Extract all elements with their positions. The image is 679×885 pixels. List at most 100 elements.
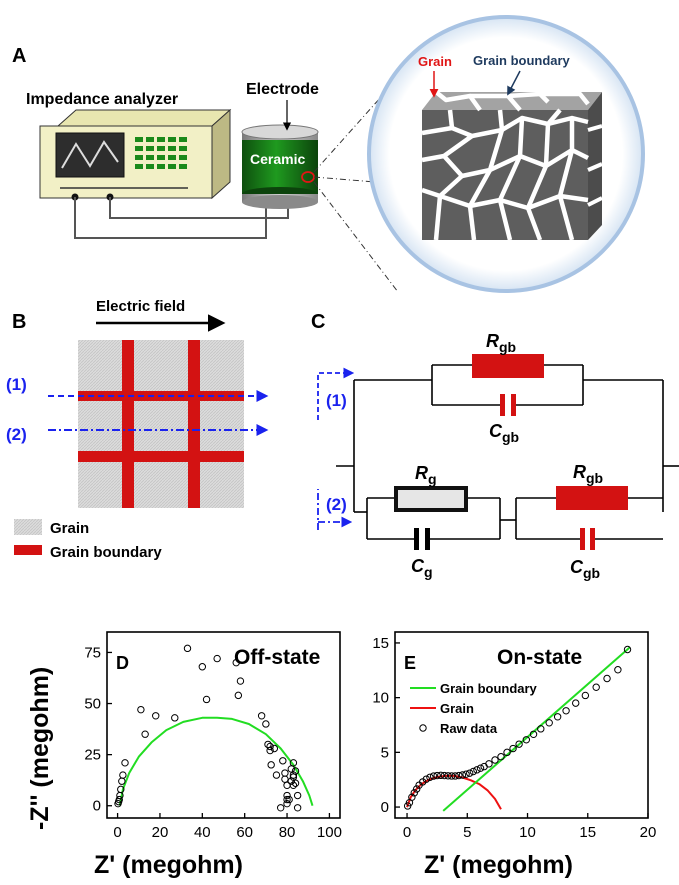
rgb1-symbol: R	[486, 331, 499, 351]
panel-letter-d: D	[116, 653, 129, 673]
chart-e-data-point	[503, 748, 511, 757]
chart-e-data-point	[429, 772, 438, 780]
chart-e-data-point	[410, 789, 418, 797]
chart-e-data-point	[422, 775, 431, 783]
chart-e-data-point	[451, 772, 459, 780]
chart-d: D Off-state 0 20 40 60 80 100 0 25 50 75 Z' (mego…	[26, 631, 342, 879]
chart-e-ytick-label: 10	[372, 690, 389, 707]
chart-d-data-point	[267, 761, 275, 769]
panel-letter-a: A	[12, 45, 26, 67]
chart-e-data-point	[522, 736, 531, 744]
chart-e-xtick-label: 10	[519, 824, 536, 841]
chart-e-data-point	[476, 764, 485, 772]
chart-d-xtick-label: 80	[279, 824, 296, 841]
chart-e-data-point	[485, 760, 493, 768]
chart-e-data-point	[440, 771, 449, 780]
capacitor-g	[414, 528, 419, 550]
chart-e-data-point	[537, 725, 545, 733]
plot-frame-e	[394, 631, 649, 819]
chart-e-data-point	[603, 674, 611, 683]
chart-d-title: Off-state	[234, 646, 320, 669]
chart-e-xlabel: Z' (megohm)	[424, 851, 573, 879]
chart-d-data-point	[293, 804, 302, 812]
circuit-path-1-label: (1)	[326, 391, 347, 410]
svg-text:Rgb: Rgb	[486, 331, 516, 355]
chart-e-title: On-state	[497, 646, 582, 669]
panel-a: A Impedance analyzer	[12, 15, 645, 293]
chart-d-data-point	[198, 663, 207, 671]
grain-boundary-label: Grain boundary	[473, 53, 571, 68]
chart-d-data-point	[117, 785, 125, 794]
chart-e-data-point	[572, 699, 580, 707]
chart-e-data-point	[497, 753, 505, 761]
svg-text:Cgb: Cgb	[570, 557, 600, 581]
legend-label-gb: Grain boundary	[440, 681, 538, 696]
chart-e-data-point	[437, 771, 445, 780]
cgb1-symbol: C	[489, 421, 503, 441]
chart-e-data-point	[581, 691, 590, 700]
capacitor-gb-2	[580, 528, 585, 550]
chart-d-data-point	[281, 775, 289, 783]
chart-d-series-line-1	[118, 716, 314, 806]
circuit-path-2-label: (2)	[326, 495, 347, 514]
chart-e-xtick-label: 15	[579, 824, 596, 841]
chart-d-xtick-label: 20	[152, 824, 169, 841]
chart-e-data-point	[491, 756, 499, 764]
chart-e-data-point	[444, 772, 452, 780]
chart-d-data-point	[291, 779, 300, 787]
chart-d-data-point	[289, 781, 298, 789]
resistor-g	[394, 486, 468, 512]
cgb2-sub: gb	[583, 565, 600, 581]
chart-e-data-point	[562, 707, 570, 715]
waveform-icon	[61, 140, 119, 169]
chart-e-data-point	[412, 785, 421, 793]
grain-structure-magnifier: Grain Grain boundary	[367, 15, 645, 293]
cgb1-sub: gb	[502, 429, 519, 445]
chart-d-ytick-label: 50	[84, 696, 101, 713]
chart-e-data-point	[614, 666, 622, 674]
circuit-path-indicators	[317, 367, 355, 530]
chart-d-data-point	[266, 746, 274, 755]
ceramic-sample-icon: Ceramic	[241, 124, 319, 209]
impedance-analyzer-device	[39, 108, 232, 201]
chart-e-data-point	[592, 683, 600, 691]
electrode-label: Electrode	[246, 81, 319, 98]
legend-label-grain: Grain	[440, 701, 474, 716]
rgb2-sub: gb	[586, 470, 603, 486]
chart-e-data-point	[426, 773, 434, 781]
chart-d-data-point	[171, 714, 179, 722]
resistor-gb-1	[472, 354, 544, 378]
capacitor-gb-1	[500, 394, 505, 416]
chart-d-data-point	[279, 757, 287, 765]
chart-e-data-point	[623, 645, 632, 654]
chart-e: E On-state 0 5 10 15 20 0 5 10 15 Grain boundary…	[372, 631, 656, 879]
svg-text:Rgb: Rgb	[573, 462, 603, 486]
chart-d-xlabel: Z' (megohm)	[94, 851, 243, 879]
chart-d-xtick-label: 0	[113, 824, 121, 841]
rg-symbol: R	[415, 463, 428, 483]
chart-d-data-point	[293, 791, 302, 800]
chart-e-series-line-2	[442, 646, 631, 812]
chart-d-ytick-label: 75	[84, 644, 101, 661]
chart-d-ytick-label: 25	[84, 747, 101, 764]
panel-letter-c: C	[311, 311, 325, 333]
chart-d-data-point	[137, 705, 145, 714]
chart-d-data-point	[115, 795, 123, 804]
chart-e-ytick-label: 5	[381, 744, 389, 761]
chart-e-legend: Grain boundary Grain Raw data	[410, 681, 538, 736]
chart-e-data-point	[462, 770, 470, 778]
cgb2-symbol: C	[570, 557, 584, 577]
chart-d-data-point	[272, 771, 281, 779]
chart-e-xtick-label: 0	[403, 824, 411, 841]
panel-letter-e: E	[404, 653, 416, 673]
chart-d-data-point	[266, 742, 274, 751]
path-1-label: (1)	[6, 375, 27, 394]
legend-gb-label: Grain boundary	[50, 544, 162, 561]
resistor-gb-2	[556, 486, 628, 510]
chart-d-data-point	[270, 744, 279, 753]
chart-e-data-point	[455, 771, 463, 780]
ceramic-label: Ceramic	[250, 151, 305, 167]
electric-field-label: Electric field	[96, 298, 185, 315]
svg-text:Rg: Rg	[415, 463, 437, 487]
